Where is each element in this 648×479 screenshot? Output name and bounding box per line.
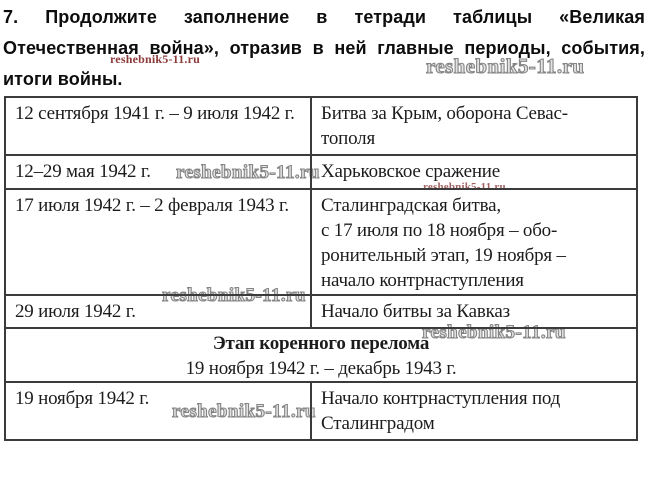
period-cell: 19 ноября 1942 г.	[6, 383, 312, 439]
table-row: 12 сентября 1941 г. – 9 июля 1942 г. Бит…	[6, 98, 636, 154]
period-cell: 12–29 мая 1942 г.	[6, 156, 312, 188]
task-heading: 7. Продолжите заполнение в тетради табли…	[3, 2, 645, 95]
event-cell: Начало контрнаступления под Сталинградом	[321, 388, 561, 434]
table-row: 12–29 мая 1942 г. Харьковское сражение	[6, 154, 636, 188]
event-cell: Сталинградская битва, с 17 июля по 18 но…	[321, 195, 566, 291]
task-heading-line3: итоги войны.	[3, 69, 123, 89]
period-cell: 17 июля 1942 г. – 2 февраля 1943 г.	[6, 190, 312, 294]
war-periods-table: 12 сентября 1941 г. – 9 июля 1942 г. Бит…	[4, 96, 638, 441]
task-heading-line1: 7. Продолжите заполнение в тетради табли…	[3, 7, 645, 27]
table-row: 29 июля 1942 г. Начало битвы за Кавказ	[6, 294, 636, 327]
event-cell: Битва за Крым, оборона Севас- тополя	[321, 103, 568, 149]
period-cell: 12 сентября 1941 г. – 9 июля 1942 г.	[6, 98, 312, 154]
stage-title: Этап коренного перелома	[212, 333, 430, 354]
table-row: 19 ноября 1942 г. Начало контрнаступлени…	[6, 381, 636, 439]
table-row: 17 июля 1942 г. – 2 февраля 1943 г. Стал…	[6, 188, 636, 294]
event-cell: Начало битвы за Кавказ	[321, 301, 510, 322]
task-heading-line2: Отечественная война», отразив в ней глав…	[3, 38, 645, 58]
table-merged-row: Этап коренного перелома 19 ноября 1942 г…	[6, 327, 636, 381]
period-cell: 29 июля 1942 г.	[6, 296, 312, 327]
stage-period: 19 ноября 1942 г. – декабрь 1943 г.	[185, 358, 457, 379]
event-cell: Харьковское сражение	[321, 161, 501, 182]
